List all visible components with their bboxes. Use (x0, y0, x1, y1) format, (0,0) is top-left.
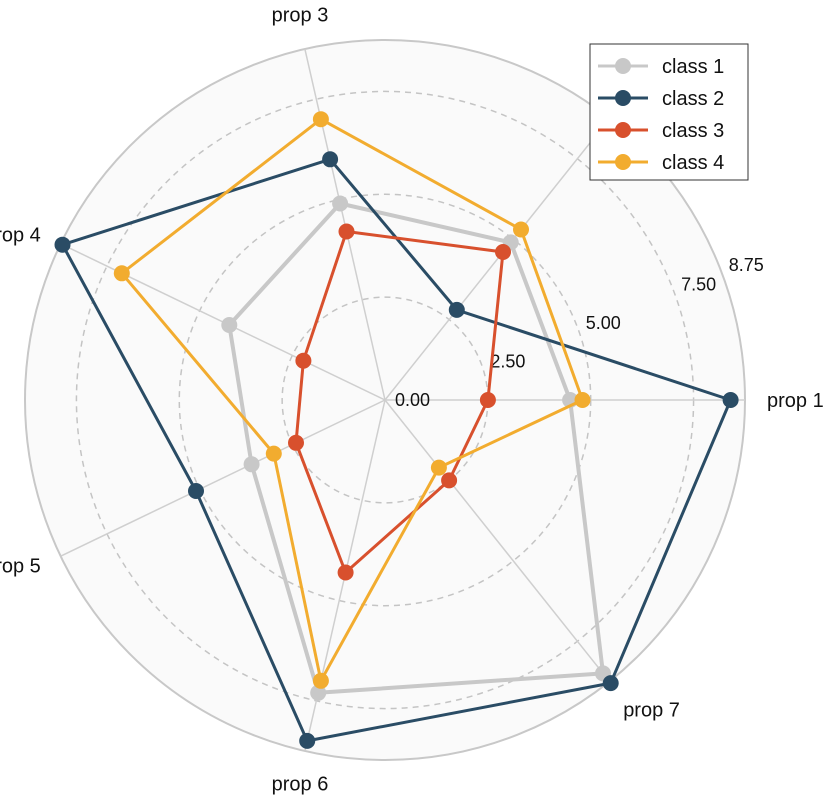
point-s1-3 (332, 195, 349, 212)
point-s1-5 (243, 456, 260, 473)
point-s4-1 (574, 392, 591, 408)
axis-label-3: prop 3 (272, 5, 329, 27)
axis-label-6: prop 6 (272, 773, 329, 795)
point-s3-4 (295, 352, 312, 369)
point-s3-1 (479, 392, 496, 408)
point-s2-2 (448, 301, 465, 318)
point-s2-1 (722, 392, 739, 408)
point-s1-4 (221, 317, 238, 333)
tick-label-0: 0.00 (395, 390, 430, 410)
tick-label-4: 8.75 (729, 255, 764, 275)
series-line-4 (120, 117, 584, 683)
axis-label-5: prop 5 (0, 556, 41, 578)
legend-item-3: class 3 (598, 120, 724, 142)
point-s2-7 (602, 675, 619, 692)
legend-label-3: class 3 (662, 120, 724, 142)
point-s4-4 (113, 265, 130, 282)
legend-label-2: class 2 (662, 88, 724, 110)
point-s3-3 (338, 223, 355, 240)
spoke-2 (384, 118, 611, 401)
tick-label-2: 5.00 (586, 313, 621, 333)
point-s1-6 (310, 684, 327, 701)
legend-item-1: class 1 (598, 56, 724, 78)
spoke-7 (384, 399, 611, 682)
series-line-2 (61, 157, 733, 743)
series-group (54, 111, 739, 749)
legend-item-2: class 2 (598, 88, 724, 110)
point-s4-7 (430, 459, 447, 476)
point-s2-4 (54, 236, 71, 253)
series-3 (288, 223, 511, 581)
series-line-1 (227, 201, 605, 695)
point-s2-3 (322, 151, 339, 168)
tick-label-3: 7.50 (681, 274, 716, 294)
series-2 (54, 151, 739, 749)
tick-label-1: 2.50 (490, 351, 525, 371)
point-s4-2 (513, 221, 529, 238)
point-s4-3 (312, 111, 329, 128)
point-s4-6 (312, 672, 329, 689)
series-line-3 (294, 230, 505, 574)
legend-label-1: class 1 (662, 56, 724, 78)
legend-item-4: class 4 (598, 152, 724, 174)
series-4 (113, 111, 591, 689)
point-s3-7 (441, 472, 458, 489)
spoke-5 (60, 399, 386, 557)
legend-marker-4 (615, 154, 631, 170)
axis-label-7: prop 7 (623, 700, 680, 722)
legend-marker-2 (615, 90, 631, 106)
axis-label-4: prop 4 (0, 224, 41, 246)
point-s2-6 (299, 732, 316, 749)
series-1 (221, 195, 611, 701)
legend-marker-1 (615, 58, 631, 74)
point-s3-5 (288, 434, 304, 451)
point-s2-5 (188, 483, 204, 499)
legend-marker-3 (615, 122, 631, 138)
point-s4-5 (265, 445, 282, 462)
legend-label-4: class 4 (662, 152, 724, 174)
point-s3-6 (337, 564, 354, 581)
axis-label-1: prop 1 (767, 390, 824, 412)
legend: class 1 class 2 class 3 class 4 (589, 43, 749, 181)
point-s3-2 (495, 244, 511, 260)
